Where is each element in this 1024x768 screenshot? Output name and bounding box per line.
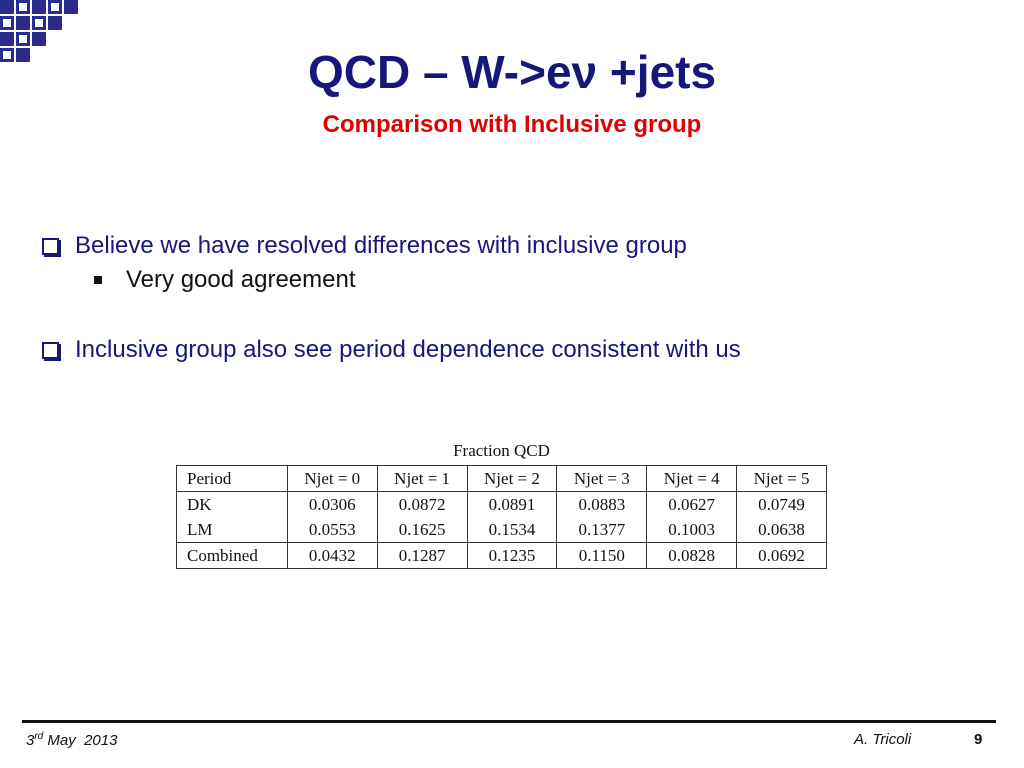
deco-square bbox=[64, 0, 78, 14]
table-cell: 0.1150 bbox=[556, 542, 648, 569]
deco-square bbox=[0, 16, 14, 30]
footer-date-suffix: rd bbox=[34, 731, 44, 742]
deco-square bbox=[32, 32, 46, 46]
deco-square bbox=[48, 0, 62, 14]
sub-bullet-item: Very good agreement bbox=[94, 266, 356, 294]
table-header-row: Period Njet = 0 Njet = 1 Njet = 2 Njet =… bbox=[176, 465, 827, 492]
deco-square bbox=[0, 32, 14, 46]
bullet-item: Believe we have resolved differences wit… bbox=[42, 232, 687, 260]
table-cell: 0.1625 bbox=[376, 517, 468, 543]
checkbox-bullet-icon bbox=[42, 341, 59, 359]
deco-square bbox=[0, 0, 14, 14]
table-caption: Fraction QCD bbox=[453, 441, 550, 460]
table-cell: DK bbox=[176, 491, 288, 517]
table-cell: 0.0553 bbox=[286, 517, 378, 543]
bullet-text: Inclusive group also see period dependen… bbox=[75, 336, 741, 363]
table-cell: 0.1003 bbox=[646, 517, 738, 543]
footer-divider bbox=[22, 720, 996, 723]
table-header-cell: Njet = 1 bbox=[376, 465, 468, 492]
checkbox-bullet-icon bbox=[42, 237, 59, 255]
deco-square bbox=[16, 16, 30, 30]
sub-bullet-text: Very good agreement bbox=[126, 266, 356, 293]
table-header-cell: Njet = 0 bbox=[286, 465, 378, 492]
footer-date-rest: May 2013 bbox=[43, 732, 118, 749]
table-cell: 0.0749 bbox=[736, 491, 827, 517]
table-header-cell: Period bbox=[176, 465, 288, 492]
table-cell: 0.0872 bbox=[376, 491, 468, 517]
table-cell: Combined bbox=[176, 542, 288, 569]
table-cell: 0.1235 bbox=[466, 542, 558, 569]
slide-subtitle: Comparison with Inclusive group bbox=[322, 111, 702, 138]
deco-square bbox=[32, 0, 46, 14]
deco-square bbox=[32, 16, 46, 30]
table-cell: 0.0828 bbox=[646, 542, 738, 569]
table-cell: 0.0883 bbox=[556, 491, 648, 517]
table-cell: 0.0306 bbox=[286, 491, 378, 517]
bullet-text: Believe we have resolved differences wit… bbox=[75, 232, 687, 259]
table-cell: 0.1287 bbox=[376, 542, 468, 569]
table-cell: 0.0692 bbox=[736, 542, 827, 569]
table-row: LM 0.0553 0.1625 0.1534 0.1377 0.1003 0.… bbox=[176, 517, 827, 543]
footer-date-day: 3 bbox=[26, 732, 35, 749]
table-cell: 0.1534 bbox=[466, 517, 558, 543]
deco-square bbox=[16, 32, 30, 46]
table-row: Combined 0.0432 0.1287 0.1235 0.1150 0.0… bbox=[176, 542, 827, 569]
deco-square bbox=[16, 0, 30, 14]
table-header-cell: Njet = 5 bbox=[736, 465, 827, 492]
table-cell: 0.0891 bbox=[466, 491, 558, 517]
deco-square bbox=[48, 16, 62, 30]
table-header-cell: Njet = 3 bbox=[556, 465, 648, 492]
slide-title: QCD – W->eν +jets bbox=[307, 46, 717, 98]
table-row: DK 0.0306 0.0872 0.0891 0.0883 0.0627 0.… bbox=[176, 491, 827, 517]
page-number: 9 bbox=[974, 731, 983, 748]
table-cell: 0.0627 bbox=[646, 491, 738, 517]
footer-author: A. Tricoli bbox=[854, 731, 912, 748]
table-cell: 0.0638 bbox=[736, 517, 827, 543]
square-bullet-icon bbox=[94, 276, 102, 284]
table-cell: LM bbox=[176, 517, 288, 543]
bullet-item: Inclusive group also see period dependen… bbox=[42, 336, 741, 364]
deco-square bbox=[0, 48, 14, 62]
table-header-cell: Njet = 4 bbox=[646, 465, 738, 492]
fraction-qcd-table: Period Njet = 0 Njet = 1 Njet = 2 Njet =… bbox=[176, 465, 827, 569]
table-cell: 0.1377 bbox=[556, 517, 648, 543]
footer-date: 3rd May 2013 bbox=[26, 731, 117, 749]
table-header-cell: Njet = 2 bbox=[466, 465, 558, 492]
table-cell: 0.0432 bbox=[286, 542, 378, 569]
deco-square bbox=[16, 48, 30, 62]
